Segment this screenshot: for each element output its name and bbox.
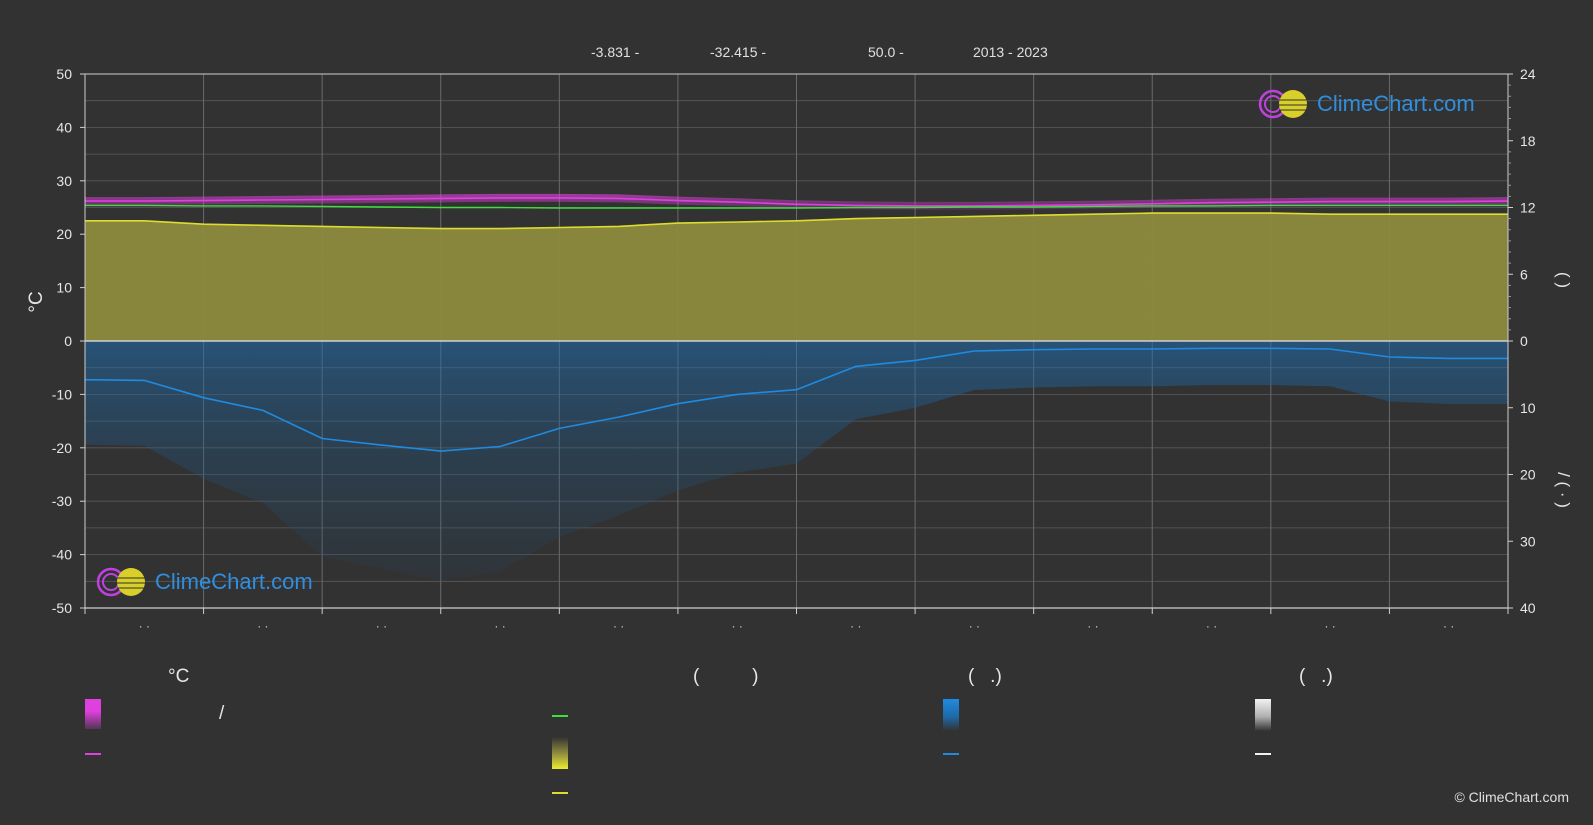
x-tick-label: · · [1443, 619, 1454, 633]
logo-top-right[interactable]: ClimeChart.com [1257, 88, 1475, 120]
x-tick-label: · · [613, 619, 624, 633]
right-axis-ticks: 24 18 12 6 0 10 20 30 40 [1508, 66, 1536, 616]
chart-lines [84, 197, 1509, 452]
sunshine-line [85, 212, 1508, 230]
header-elevation: 50.0 - [868, 44, 904, 60]
right-tick-label: 0 [1520, 333, 1528, 349]
header-years: 2013 - 2023 [973, 44, 1048, 60]
right-tick-label: 40 [1520, 600, 1536, 616]
left-axis-ticks: 50 40 30 20 10 0 -10 -20 -30 -40 -50 [52, 66, 85, 616]
legend-title-rain: ( .) [968, 666, 1002, 687]
y-axis-label-right-top: ( ) [1554, 272, 1573, 288]
right-tick-label: 12 [1520, 200, 1536, 216]
right-tick-label: 30 [1520, 533, 1536, 549]
y-axis-label-right-bottom: / ( · ) [1554, 472, 1573, 508]
left-tick-label: 30 [56, 173, 72, 189]
climechart-logo-icon [96, 567, 145, 597]
legend-title-temperature: °C [168, 666, 190, 687]
legend-line-sunshine [552, 792, 568, 794]
legend-swatch-max-range [85, 699, 101, 729]
max-temp-line [85, 197, 1509, 207]
left-tick-label: 40 [56, 119, 72, 135]
right-tick-label: 20 [1520, 467, 1536, 483]
x-tick-label: · · [376, 619, 387, 633]
x-tick-label: · · [850, 619, 861, 633]
legend-line-snow [1255, 753, 1271, 755]
legend-swatch-precipitation [943, 699, 959, 731]
legend-swatch-sunshine [552, 737, 568, 769]
left-tick-label: -10 [52, 386, 72, 402]
left-tick-label: 0 [64, 333, 72, 349]
legend-title-snow: ( .) [1299, 666, 1333, 687]
copyright: © ClimeChart.com [1454, 789, 1569, 805]
right-tick-label: 18 [1520, 133, 1536, 149]
left-tick-label: -40 [52, 547, 72, 563]
right-tick-label: 6 [1520, 266, 1528, 282]
legend-swatch-snow [1255, 699, 1271, 731]
x-tick-label: · · [969, 619, 980, 633]
logo-bottom-left[interactable]: ClimeChart.com [95, 566, 313, 598]
right-tick-label: 10 [1520, 400, 1536, 416]
x-tick-label: · · [257, 619, 268, 633]
x-tick-label: · · [1087, 619, 1098, 633]
right-tick-label: 24 [1520, 66, 1536, 82]
left-tick-label: 20 [56, 226, 72, 242]
left-tick-label: -20 [52, 440, 72, 456]
legend-slash: / [219, 703, 225, 724]
header-longitude: -32.415 - [710, 44, 767, 60]
legend-line-max-temp [85, 753, 101, 755]
x-axis-ticks: · · · · · · · · · · · · · · · · · · · · · · · · [84, 608, 1509, 633]
logo-text: ClimeChart.com [155, 569, 313, 594]
precipitation-area [85, 341, 1508, 581]
sunshine-area [85, 213, 1508, 341]
x-tick-label: · · [1206, 619, 1217, 633]
mean-temp-line [85, 204, 1508, 209]
left-tick-label: 10 [56, 280, 72, 296]
precipitation-line [84, 347, 1508, 452]
legend-line-precipitation [943, 753, 959, 755]
legend-title-sun: ( ) [693, 666, 759, 687]
x-tick-label: · · [139, 619, 150, 633]
header-latitude: -3.831 - [591, 44, 640, 60]
legend-line-mean-temp [552, 715, 568, 717]
x-tick-label: · · [494, 619, 505, 633]
left-tick-label: -30 [52, 493, 72, 509]
logo-text: ClimeChart.com [1317, 91, 1475, 116]
climechart-logo-icon [1258, 89, 1307, 119]
climate-chart: 50 40 30 20 10 0 -10 -20 -30 -40 -50 24 18 12 6 0 10 20 3… [26, 66, 1573, 633]
y-axis-label-left: °C [26, 291, 47, 312]
left-tick-label: -50 [52, 600, 72, 616]
x-tick-label: · · [1324, 619, 1335, 633]
left-tick-label: 50 [56, 66, 72, 82]
x-tick-label: · · [732, 619, 743, 633]
